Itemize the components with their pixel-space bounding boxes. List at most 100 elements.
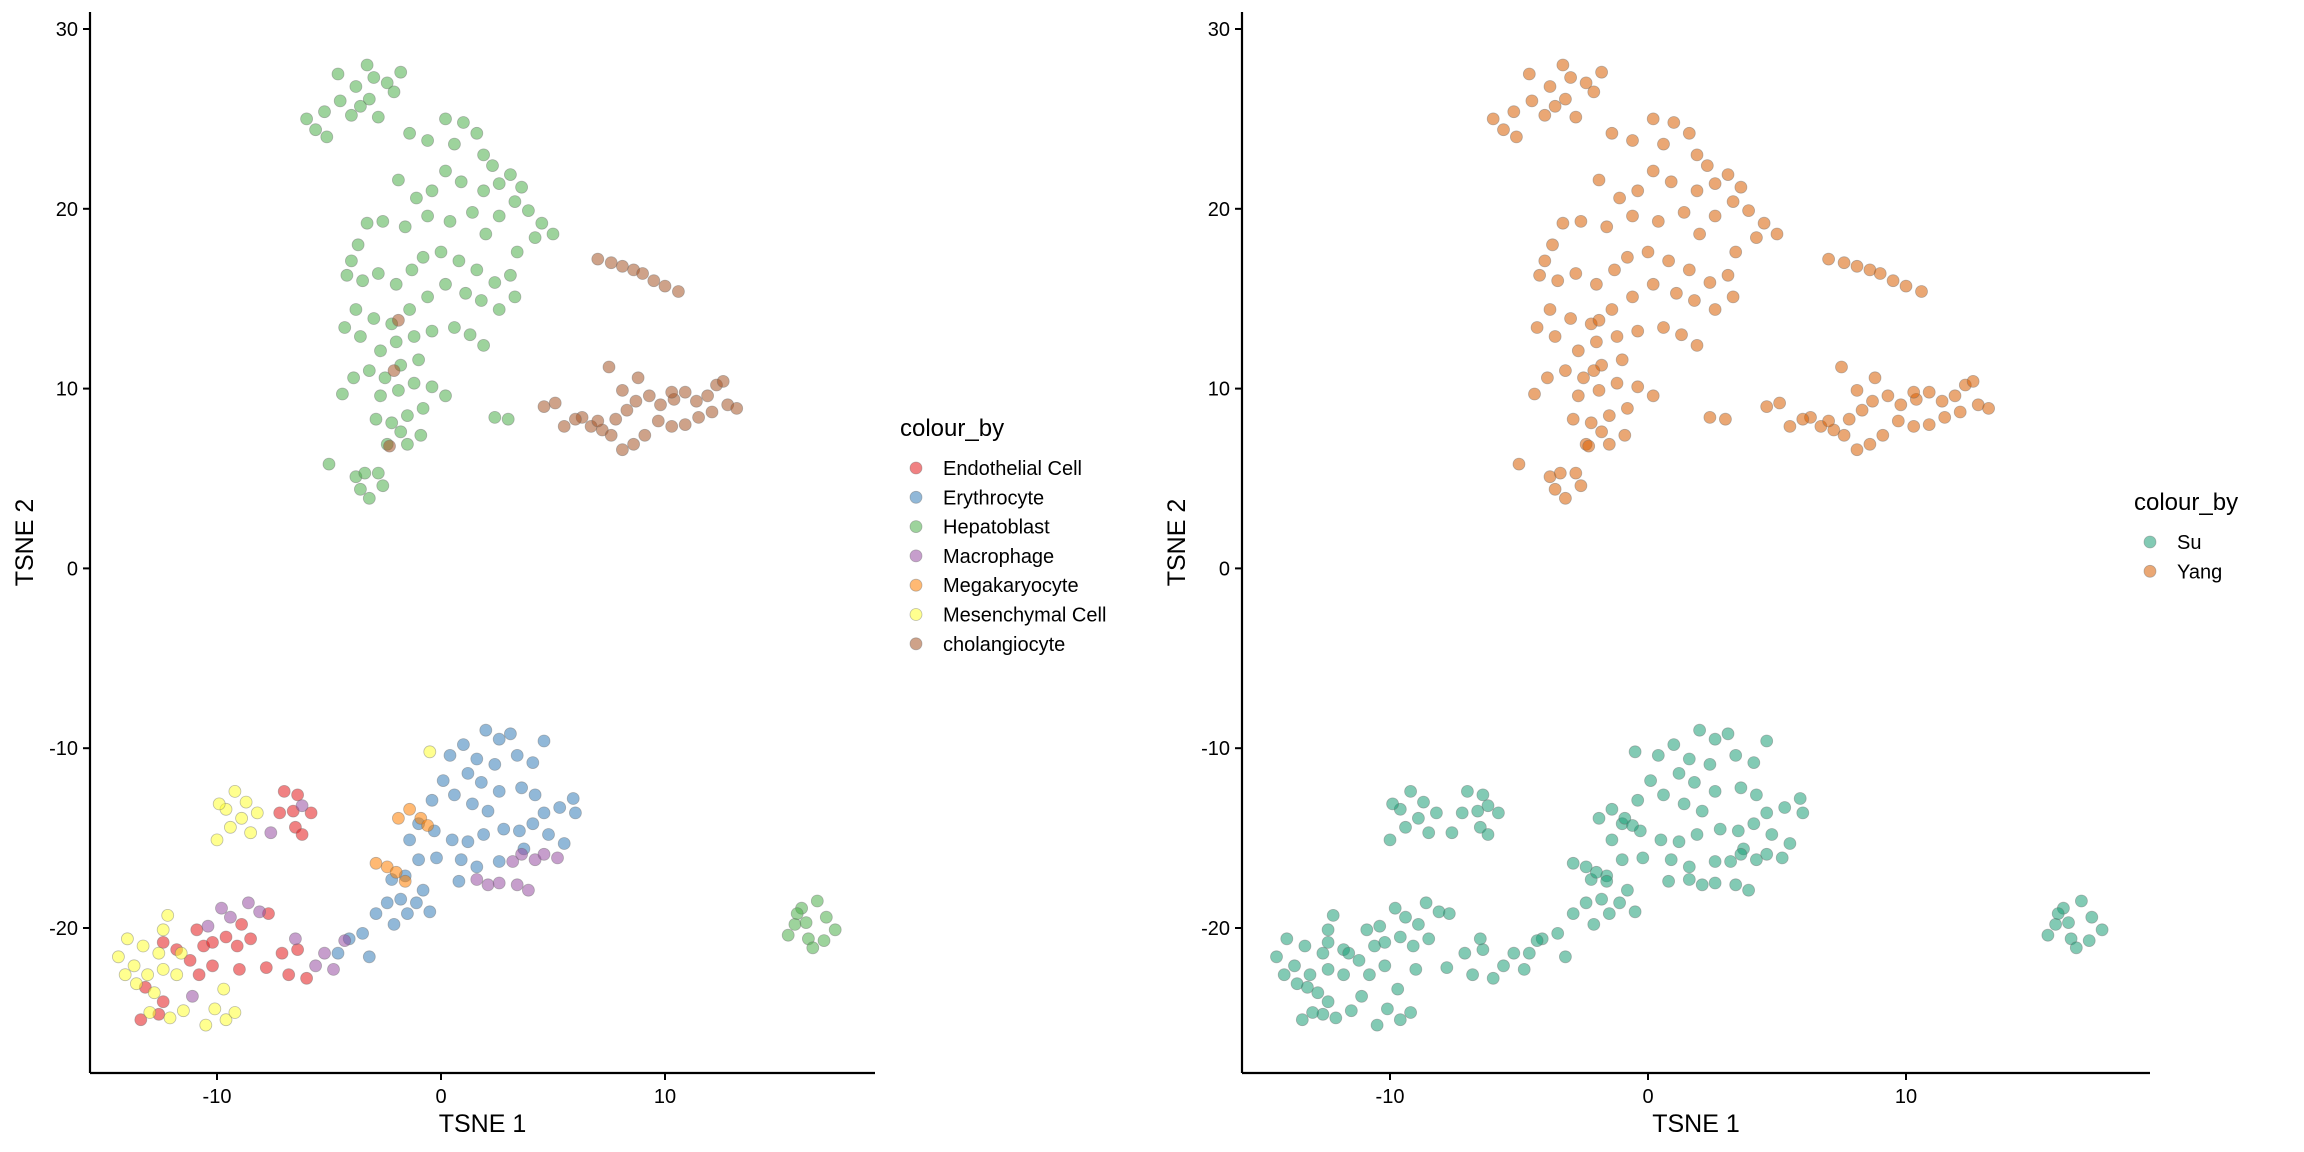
data-point — [1538, 108, 1552, 122]
data-point — [477, 338, 491, 352]
data-point — [1270, 950, 1283, 964]
data-point — [383, 439, 396, 453]
data-point — [1693, 723, 1706, 737]
data-point — [1306, 1006, 1319, 1019]
data-point — [1657, 788, 1670, 802]
data-point — [1579, 76, 1593, 90]
data-point — [380, 860, 394, 874]
data-point — [1773, 396, 1786, 410]
data-point — [1404, 1006, 1417, 1019]
data-point — [1564, 71, 1577, 84]
data-point — [1370, 1018, 1384, 1032]
data-point — [1383, 833, 1397, 847]
data-point — [1303, 968, 1317, 982]
data-point — [1543, 303, 1557, 316]
data-point — [1373, 919, 1387, 933]
data-point — [604, 256, 618, 270]
data-point — [407, 330, 421, 343]
data-point — [304, 806, 318, 820]
legend-key — [909, 490, 923, 504]
data-point — [1277, 968, 1291, 982]
data-point — [810, 894, 824, 908]
data-point — [1734, 781, 1748, 795]
data-point — [210, 833, 224, 847]
data-point — [1628, 905, 1642, 919]
data-point — [1602, 409, 1616, 423]
data-point — [1528, 387, 1541, 401]
data-point — [522, 883, 535, 897]
data-point — [1329, 1011, 1343, 1025]
data-point — [486, 159, 499, 173]
data-point — [2085, 910, 2099, 924]
data-point — [223, 910, 237, 924]
data-point — [647, 274, 661, 288]
data-point — [488, 758, 502, 771]
data-point — [678, 385, 692, 399]
data-point — [1337, 968, 1350, 982]
legend-key — [909, 549, 923, 563]
data-point — [1935, 394, 1949, 408]
data-point — [1618, 428, 1632, 442]
data-point — [391, 811, 405, 825]
data-point — [1922, 385, 1936, 399]
data-point — [1708, 177, 1722, 191]
data-point — [546, 227, 560, 241]
y-tick-label: 30 — [56, 19, 78, 41]
data-point — [394, 425, 408, 439]
y-tick-label: -10 — [1201, 738, 1230, 760]
data-point — [156, 995, 170, 1009]
data-point — [439, 112, 452, 126]
data-point — [1651, 749, 1665, 762]
data-point — [503, 268, 517, 282]
data-point — [1731, 824, 1745, 838]
data-point — [1543, 80, 1557, 93]
legend: colour_by Endothelial Cell Erythrocyte Hepa… — [900, 415, 1106, 656]
data-point — [1662, 254, 1675, 268]
data-point — [1708, 303, 1722, 316]
data-point — [1783, 837, 1797, 850]
data-point — [1556, 216, 1570, 230]
data-point — [2051, 907, 2065, 920]
data-point — [409, 896, 423, 910]
data-point — [1564, 312, 1577, 325]
data-point — [288, 932, 302, 946]
data-point — [127, 959, 141, 973]
data-point — [1907, 385, 1921, 399]
data-point — [1393, 1013, 1407, 1027]
data-point — [513, 824, 526, 838]
y-axis-title: TSNE 2 — [11, 499, 39, 587]
data-point — [1530, 934, 1544, 947]
data-point — [1613, 896, 1626, 910]
data-point — [309, 959, 323, 973]
data-point — [423, 745, 437, 759]
data-point — [1948, 389, 1962, 403]
data-point — [1631, 324, 1645, 338]
data-point — [1682, 873, 1696, 886]
data-point — [1667, 738, 1681, 751]
data-point — [206, 959, 219, 973]
data-point — [1571, 389, 1585, 403]
data-point — [537, 400, 551, 414]
data-point — [1631, 380, 1645, 394]
data-point — [456, 116, 470, 129]
data-point — [551, 851, 564, 865]
data-point — [465, 797, 479, 811]
data-point — [1982, 401, 1995, 415]
data-point — [1355, 989, 1368, 1003]
data-point — [1556, 58, 1570, 72]
y-tick-label: 20 — [1208, 199, 1230, 221]
data-point — [459, 286, 473, 300]
data-point — [1670, 286, 1683, 300]
data-point — [443, 749, 457, 762]
legend-label: cholangiocyte — [943, 634, 1065, 656]
data-point — [1605, 802, 1619, 816]
data-point — [1626, 819, 1639, 832]
data-point — [347, 371, 361, 385]
data-point — [602, 360, 616, 374]
points-layer — [112, 58, 842, 1032]
data-point — [1750, 853, 1763, 867]
legend-label: Hepatoblast — [943, 517, 1050, 539]
data-point — [1726, 290, 1740, 304]
data-point — [1422, 932, 1436, 946]
data-point — [1615, 353, 1629, 367]
